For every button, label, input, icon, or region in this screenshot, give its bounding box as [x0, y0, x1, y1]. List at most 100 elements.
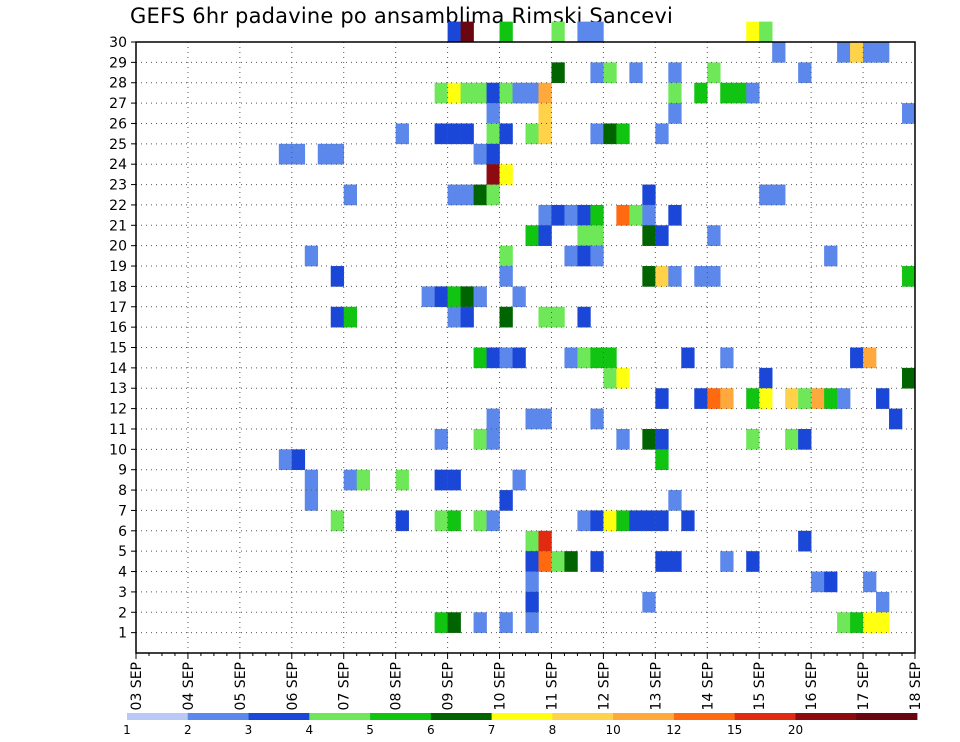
x-tick-label: 06 SEP — [285, 662, 301, 710]
heatmap-cell — [850, 42, 864, 63]
heatmap-cell — [707, 62, 721, 84]
heatmap-cell — [538, 103, 552, 124]
heatmap-cell — [837, 42, 851, 63]
heatmap-cell — [577, 245, 591, 267]
y-tick-label: 22 — [109, 198, 127, 214]
heatmap-cell — [434, 123, 448, 145]
heatmap-cell — [746, 388, 760, 409]
y-tick-label: 4 — [118, 565, 127, 581]
heatmap-cell — [590, 408, 604, 430]
heatmap-cell — [551, 62, 565, 84]
heatmap-cell — [434, 469, 448, 491]
colorbar-swatch — [127, 713, 189, 720]
heatmap-cell — [590, 62, 604, 84]
heatmap-cell — [694, 388, 708, 409]
heatmap-cell — [681, 347, 695, 369]
heatmap-cell — [655, 225, 669, 246]
heatmap-cell — [395, 510, 409, 532]
heatmap-cell — [460, 123, 474, 145]
heatmap-cell — [811, 571, 825, 593]
heatmap-cell — [694, 266, 708, 287]
heatmap-cell — [447, 82, 461, 104]
heatmap-cell — [551, 306, 565, 328]
colorbar-label: 1 — [123, 723, 131, 737]
y-tick-label: 27 — [109, 96, 127, 112]
heatmap-cell — [356, 469, 370, 491]
x-tick-label: 16 SEP — [804, 662, 820, 710]
heatmap-cell — [642, 428, 656, 450]
colorbar-label: 4 — [305, 723, 313, 737]
heatmap-cell — [512, 286, 526, 308]
grid — [136, 41, 915, 653]
heatmap-cell — [616, 204, 630, 226]
heatmap-cell — [759, 21, 773, 43]
heatmap-cell — [707, 225, 721, 246]
y-tick-label: 11 — [109, 422, 127, 438]
y-tick-label: 23 — [109, 178, 127, 194]
heatmap-cell — [642, 591, 656, 613]
y-tick-label: 5 — [118, 544, 127, 560]
heatmap-cell — [395, 469, 409, 491]
heatmap-cell — [668, 103, 682, 124]
colorbar-swatch — [309, 713, 371, 720]
heatmap-cell — [642, 225, 656, 246]
heatmap-cell — [421, 286, 435, 308]
heatmap-cell — [551, 21, 565, 43]
colorbar-swatch — [552, 713, 614, 720]
heatmap-cell — [434, 510, 448, 532]
heatmap-cell — [824, 571, 838, 593]
heatmap-cell — [473, 286, 487, 308]
heatmap-cell — [525, 225, 539, 246]
heatmap-cell — [486, 103, 500, 124]
heatmap-cell — [655, 428, 669, 450]
heatmap-cell — [863, 571, 877, 593]
x-tick-label: 04 SEP — [181, 662, 197, 710]
y-tick-label: 2 — [118, 605, 127, 621]
colorbar-swatch — [430, 713, 493, 720]
heatmap-cell — [564, 551, 578, 572]
heatmap-cell — [499, 123, 513, 145]
heatmap-cell — [655, 123, 669, 145]
y-tick-label: 9 — [118, 463, 127, 479]
heatmap-cell — [486, 428, 500, 450]
heatmap-cell — [499, 245, 513, 267]
heatmap-cell — [577, 21, 591, 43]
heatmap-cell — [538, 204, 552, 226]
x-tick-label: 03 SEP — [129, 662, 145, 710]
heatmap-cell — [590, 21, 604, 43]
heatmap-cell — [668, 266, 682, 287]
heatmap-cell — [330, 510, 345, 532]
heatmap-cell — [486, 164, 500, 185]
heatmap-cell — [785, 388, 799, 409]
heatmap-cell — [499, 21, 513, 43]
heatmap-cell — [720, 388, 734, 409]
heatmap-cell — [863, 42, 877, 63]
heatmap-cell — [525, 123, 539, 145]
heatmap-cell — [616, 510, 630, 532]
heatmap-cell — [460, 286, 474, 308]
heatmap-cell — [642, 184, 656, 206]
heatmap-cell — [538, 551, 552, 572]
heatmap-cell — [603, 367, 617, 389]
heatmap-cell — [525, 591, 539, 613]
heatmap-cell — [733, 82, 747, 104]
heatmap-cell — [499, 306, 513, 328]
x-axis: 03 SEP 04 SEP 05 SEP 06 SEP 07 SEP 08 SEP 09 S… — [129, 653, 924, 710]
heatmap-cell — [668, 82, 682, 104]
heatmap-cell — [538, 530, 552, 552]
heatmap-cell — [343, 184, 358, 206]
colorbar-swatch — [491, 713, 553, 720]
heatmap-cell — [486, 143, 500, 165]
heatmap-cell — [798, 388, 812, 409]
colorbar: 1 2 3 4 5 6 7 8 10 12 15 20 — [123, 713, 918, 737]
heatmap-cell — [681, 510, 695, 532]
heatmap-cell — [473, 347, 487, 369]
y-tick-label: 19 — [109, 259, 127, 275]
heatmap-cell — [889, 408, 903, 430]
colorbar-label: 10 — [606, 723, 621, 737]
colorbar-label: 6 — [427, 723, 435, 737]
heatmap-cell — [486, 347, 500, 369]
y-tick-label: 16 — [109, 320, 127, 336]
heatmap-cell — [330, 266, 345, 287]
heatmap-cell — [811, 388, 825, 409]
